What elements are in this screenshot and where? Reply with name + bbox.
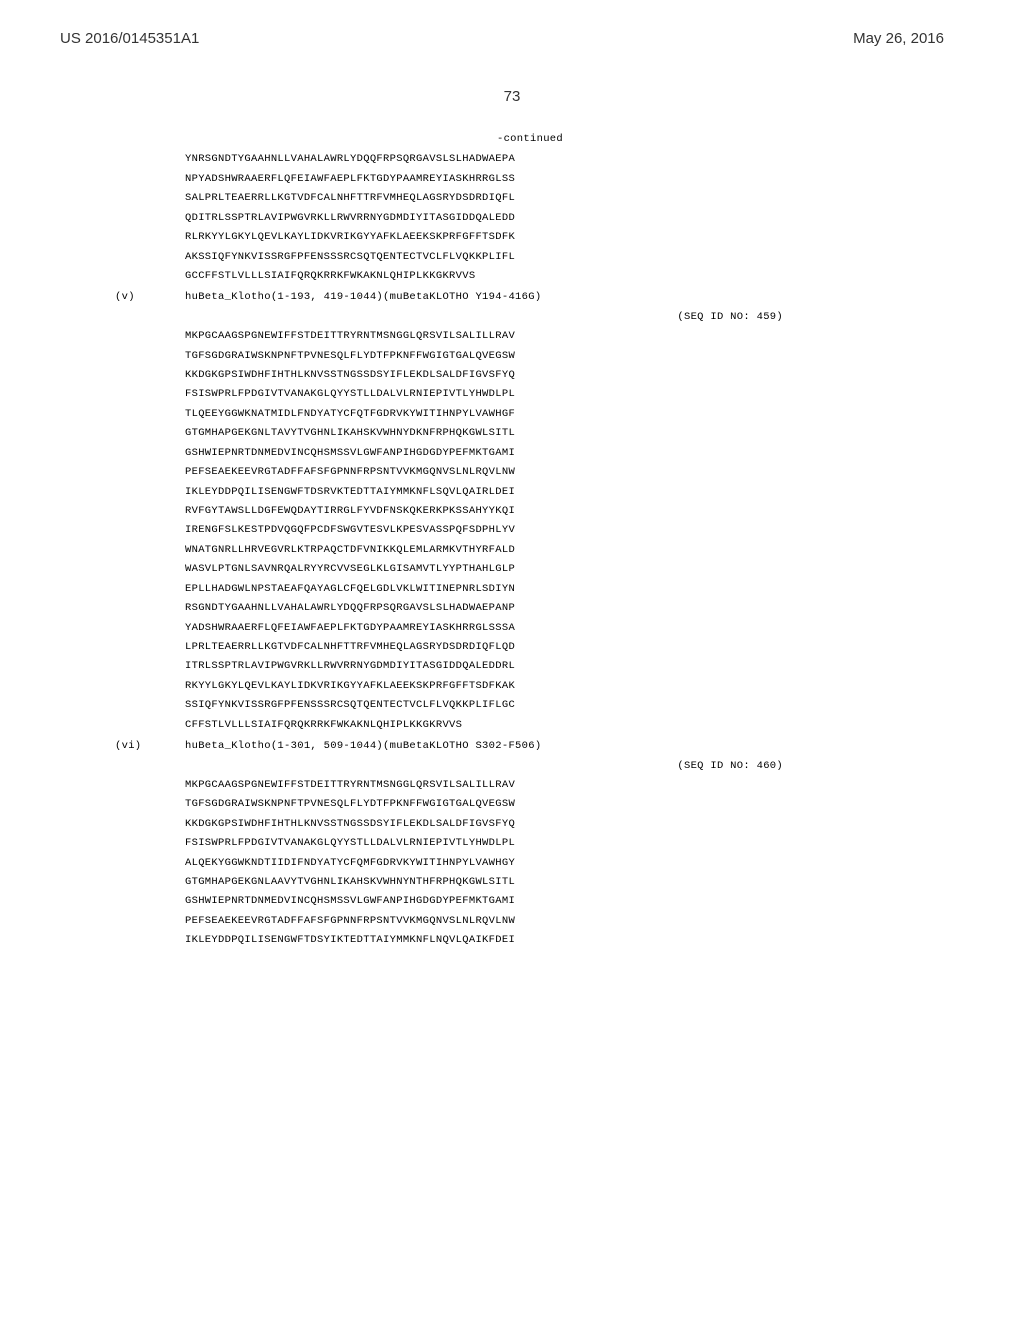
sequence-line: RVFGYTAWSLLDGFEWQDAYTIRRGLFYVDFNSKQKERKP… — [185, 502, 875, 521]
page-number: 73 — [0, 88, 1024, 105]
content-area: -continuedYNRSGNDTYGAAHNLLVAHALAWRLYDQQF… — [115, 130, 875, 951]
entry-body: huBeta_Klotho(1-301, 509-1044)(muBetaKLO… — [185, 737, 875, 951]
sequence-line: WNATGNRLLHRVEGVRLKTRPAQCTDFVNIKKQLEMLARM… — [185, 541, 875, 560]
seq-id: (SEQ ID NO: 460) — [185, 757, 875, 776]
sequence-line: SSIQFYNKVISSRGFPFENSSSRCSQTQENTECTVCLFLV… — [185, 696, 875, 715]
sequence-line: MKPGCAAGSPGNEWIFFSTDEITTRYRNTMSNGGLQRSVI… — [185, 327, 875, 346]
sequence-line: FSISWPRLFPDGIVTVANAKGLQYYSTLLDALVLRNIEPI… — [185, 834, 875, 853]
entry-number: (vi) — [115, 737, 185, 756]
sequence-line: IRENGFSLKESTPDVQGQFPCDFSWGVTESVLKPESVASS… — [185, 521, 875, 540]
sequence-line: GSHWIEPNRTDNMEDVINCQHSMSSVLGWFANPIHGDGDY… — [185, 444, 875, 463]
sequence-line: RLRKYYLGKYLQEVLKAYLIDKVRIKGYYAFKLAEEKSKP… — [185, 228, 875, 247]
sequence-line: CFFSTLVLLLSIAIFQRQKRRKFWKAKNLQHIPLKKGKRV… — [185, 716, 875, 735]
sequence-line: FSISWPRLFPDGIVTVANAKGLQYYSTLLDALVLRNIEPI… — [185, 385, 875, 404]
sequence-line: IKLEYDDPQILISENGWFTDSYIKTEDTTAIYMMKNFLNQ… — [185, 931, 875, 950]
sequence-line: RSGNDTYGAAHNLLVAHALAWRLYDQQFRPSQRGAVSLSL… — [185, 599, 875, 618]
entry-title: huBeta_Klotho(1-193, 419-1044)(muBetaKLO… — [185, 288, 875, 307]
sequence-line: ALQEKYGGWKNDTIIDIFNDYATYCFQMFGDRVKYWITIH… — [185, 854, 875, 873]
sequence-line: YADSHWRAAERFLQFEIAWFAEPLFKTGDYPAAMREYIAS… — [185, 619, 875, 638]
sequence-line: PEFSEAEKEEVRGTADFFAFSFGPNNFRPSNTVVKMGQNV… — [185, 463, 875, 482]
sequence-line: GSHWIEPNRTDNMEDVINCQHSMSSVLGWFANPIHGDGDY… — [185, 892, 875, 911]
sequence-line: EPLLHADGWLNPSTAEAFQAYAGLCFQELGDLVKLWITIN… — [185, 580, 875, 599]
sequence-line: GTGMHAPGEKGNLTAVYTVGHNLIKAHSKVWHNYDKNFRP… — [185, 424, 875, 443]
sequence-entry: (vi)huBeta_Klotho(1-301, 509-1044)(muBet… — [115, 737, 875, 951]
seq-id: (SEQ ID NO: 459) — [185, 308, 875, 327]
sequence-line: NPYADSHWRAAERFLQFEIAWFAEPLFKTGDYPAAMREYI… — [185, 170, 875, 189]
sequence-line: WASVLPTGNLSAVNRQALRYYRCVVSEGLKLGISAMVTLY… — [185, 560, 875, 579]
sequence-line: TGFSGDGRAIWSKNPNFTPVNESQLFLYDTFPKNFFWGIG… — [185, 347, 875, 366]
entry-number: (v) — [115, 288, 185, 307]
sequence-line: IKLEYDDPQILISENGWFTDSRVKTEDTTAIYMMKNFLSQ… — [185, 483, 875, 502]
sequence-line: QDITRLSSPTRLAVIPWGVRKLLRWVRRNYGDMDIYITAS… — [185, 209, 875, 228]
sequence-line: SALPRLTEAERRLLKGTVDFCALNHFTTRFVMHEQLAGSR… — [185, 189, 875, 208]
sequence-line: GTGMHAPGEKGNLAAVYTVGHNLIKAHSKVWHNYNTHFRP… — [185, 873, 875, 892]
sequence-line: ITRLSSPTRLAVIPWGVRKLLRWVRRNYGDMDIYITASGI… — [185, 657, 875, 676]
sequence-line: YNRSGNDTYGAAHNLLVAHALAWRLYDQQFRPSQRGAVSL… — [185, 150, 875, 169]
sequence-line: PEFSEAEKEEVRGTADFFAFSFGPNNFRPSNTVVKMGQNV… — [185, 912, 875, 931]
sequence-line: TLQEEYGGWKNATMIDLFNDYATYCFQTFGDRVKYWITIH… — [185, 405, 875, 424]
sequence-block: YNRSGNDTYGAAHNLLVAHALAWRLYDQQFRPSQRGAVSL… — [185, 150, 875, 286]
sequence-line: KKDGKGPSIWDHFIHTHLKNVSSTNGSSDSYIFLEKDLSA… — [185, 366, 875, 385]
continued-label: -continued — [185, 130, 875, 149]
header-right: May 26, 2016 — [853, 30, 944, 47]
sequence-line: AKSSIQFYNKVISSRGFPFENSSSRCSQTQENTECTVCLF… — [185, 248, 875, 267]
sequence-line: TGFSGDGRAIWSKNPNFTPVNESQLFLYDTFPKNFFWGIG… — [185, 795, 875, 814]
sequence-line: LPRLTEAERRLLKGTVDFCALNHFTTRFVMHEQLAGSRYD… — [185, 638, 875, 657]
sequence-line: KKDGKGPSIWDHFIHTHLKNVSSTNGSSDSYIFLEKDLSA… — [185, 815, 875, 834]
entry-body: huBeta_Klotho(1-193, 419-1044)(muBetaKLO… — [185, 288, 875, 735]
sequence-entry: (v)huBeta_Klotho(1-193, 419-1044)(muBeta… — [115, 288, 875, 735]
sequence-line: MKPGCAAGSPGNEWIFFSTDEITTRYRNTMSNGGLQRSVI… — [185, 776, 875, 795]
entry-title: huBeta_Klotho(1-301, 509-1044)(muBetaKLO… — [185, 737, 875, 756]
header-left: US 2016/0145351A1 — [60, 30, 199, 47]
sequence-line: RKYYLGKYLQEVLKAYLIDKVRIKGYYAFKLAEEKSKPRF… — [185, 677, 875, 696]
sequence-line: GCCFFSTLVLLLSIAIFQRQKRRKFWKAKNLQHIPLKKGK… — [185, 267, 875, 286]
